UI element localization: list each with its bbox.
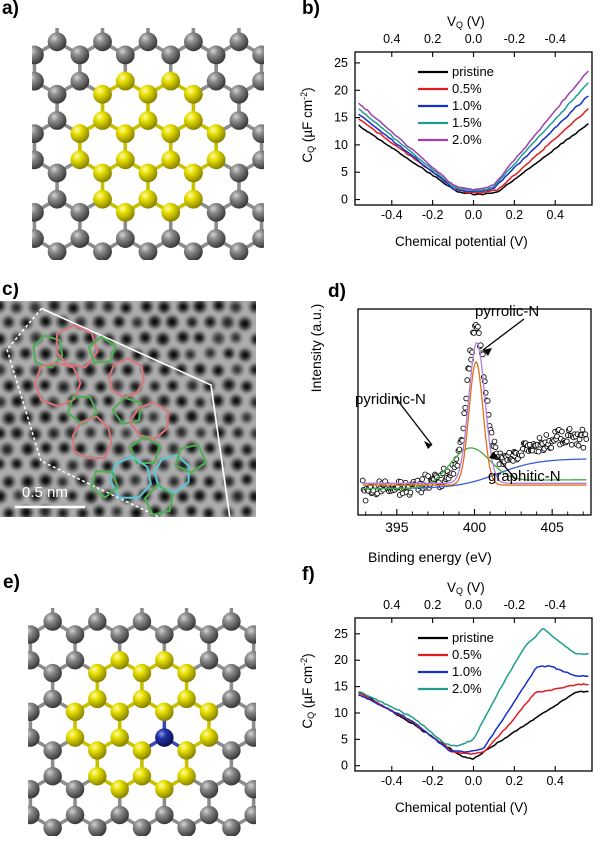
svg-text:0.2: 0.2 (506, 774, 523, 788)
svg-text:0.4: 0.4 (383, 598, 400, 612)
svg-text:0.0: 0.0 (465, 774, 482, 788)
svg-text:0.5 nm: 0.5 nm (22, 484, 68, 501)
svg-text:0.5%: 0.5% (452, 647, 482, 662)
svg-text:10: 10 (334, 138, 348, 152)
svg-text:0.0: 0.0 (465, 32, 482, 46)
svg-text:-0.4: -0.4 (544, 32, 566, 46)
svg-text:15: 15 (334, 680, 348, 694)
svg-text:25: 25 (334, 627, 348, 641)
svg-text:10: 10 (334, 706, 348, 720)
svg-text:pristine: pristine (452, 630, 494, 645)
svg-text:0.0: 0.0 (465, 208, 482, 222)
svg-text:0.2: 0.2 (424, 32, 441, 46)
svg-text:405: 405 (540, 519, 564, 535)
svg-text:-0.4: -0.4 (381, 774, 403, 788)
svg-text:20: 20 (334, 653, 348, 667)
svg-text:-0.2: -0.2 (504, 32, 526, 46)
svg-text:0.4: 0.4 (383, 32, 400, 46)
svg-text:1.0%: 1.0% (452, 664, 482, 679)
svg-text:-0.2: -0.2 (422, 208, 444, 222)
svg-text:0.5%: 0.5% (452, 81, 482, 96)
svg-text:25: 25 (334, 56, 348, 70)
svg-text:-0.4: -0.4 (381, 208, 403, 222)
svg-text:2.0%: 2.0% (452, 681, 482, 696)
svg-text:1.5%: 1.5% (452, 115, 482, 130)
svg-text:-0.2: -0.2 (422, 774, 444, 788)
svg-text:0.4: 0.4 (547, 208, 564, 222)
svg-text:400: 400 (463, 519, 487, 535)
svg-text:pristine: pristine (452, 64, 494, 79)
svg-text:5: 5 (341, 732, 348, 746)
svg-text:-0.4: -0.4 (544, 598, 566, 612)
svg-text:0.0: 0.0 (465, 598, 482, 612)
svg-text:395: 395 (385, 519, 409, 535)
svg-text:0.2: 0.2 (424, 598, 441, 612)
svg-text:1.0%: 1.0% (452, 98, 482, 113)
svg-text:20: 20 (334, 83, 348, 97)
svg-text:2.0%: 2.0% (452, 132, 482, 147)
svg-text:0: 0 (341, 759, 348, 773)
svg-text:0.4: 0.4 (547, 774, 564, 788)
svg-text:0.2: 0.2 (506, 208, 523, 222)
svg-text:5: 5 (341, 165, 348, 179)
svg-text:0: 0 (341, 193, 348, 207)
svg-text:15: 15 (334, 111, 348, 125)
svg-text:-0.2: -0.2 (504, 598, 526, 612)
